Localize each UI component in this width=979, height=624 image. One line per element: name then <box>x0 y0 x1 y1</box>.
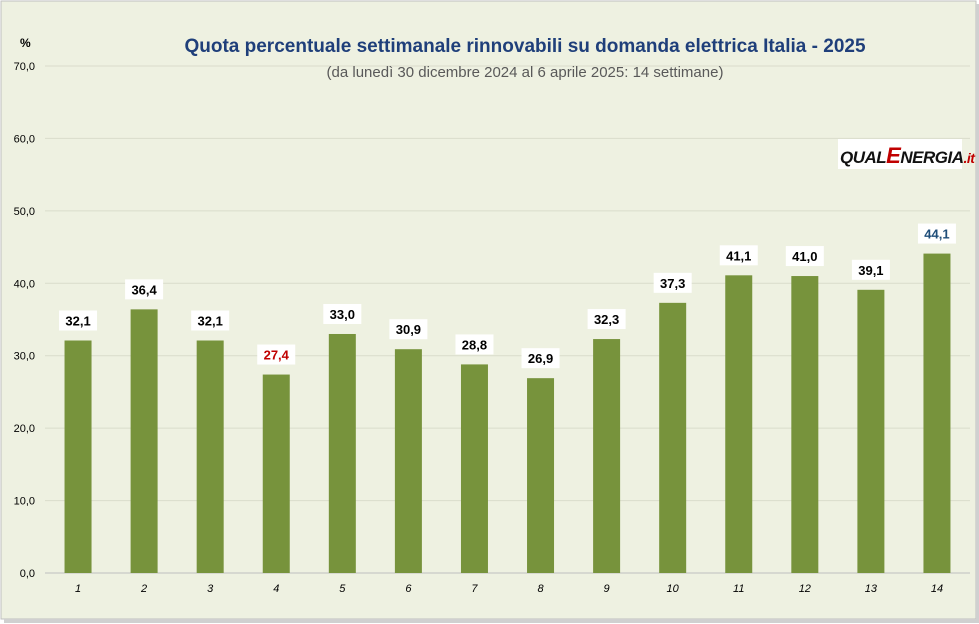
y-axis-unit: % <box>20 36 31 50</box>
x-tick-label: 3 <box>207 583 214 595</box>
x-tick-label: 7 <box>471 583 478 595</box>
data-label-box <box>587 309 626 330</box>
x-tick-label: 6 <box>405 583 412 595</box>
y-tick-label: 10,0 <box>14 496 35 508</box>
data-label-box <box>785 246 824 267</box>
bar <box>791 276 819 573</box>
x-tick-label: 1 <box>75 583 81 595</box>
x-tick-label: 4 <box>273 583 279 595</box>
data-label: 28,8 <box>462 337 487 352</box>
data-label: 39,1 <box>858 263 883 278</box>
bar <box>328 333 356 573</box>
x-tick-label: 13 <box>865 583 878 595</box>
bar <box>923 253 951 573</box>
data-label-box <box>323 303 362 324</box>
x-tick-label: 8 <box>537 583 544 595</box>
data-label-box <box>125 279 164 300</box>
chart-title: Quota percentuale settimanale rinnovabil… <box>184 36 866 57</box>
y-tick-label: 60,0 <box>14 133 35 145</box>
data-label-box <box>719 245 758 266</box>
logo-wordmark: QUALENERGIA.it <box>840 143 975 169</box>
data-label: 44,1 <box>924 227 949 242</box>
data-label-box <box>389 319 428 340</box>
bars <box>64 253 951 573</box>
y-tick-label: 70,0 <box>14 61 35 73</box>
data-label: 32,1 <box>65 314 90 329</box>
bar <box>64 340 92 573</box>
data-label: 37,3 <box>660 276 685 291</box>
data-label-box <box>851 259 890 280</box>
logo-part-nergia: NERGIA <box>900 148 964 167</box>
data-label: 41,0 <box>792 249 817 264</box>
outer-shadow-right <box>976 4 979 623</box>
bar <box>659 302 687 573</box>
x-tick-label: 10 <box>667 583 680 595</box>
outer-shadow <box>4 619 977 623</box>
logo-part-e: E <box>886 143 901 168</box>
x-tick-label: 2 <box>140 583 147 595</box>
data-label-box <box>653 272 692 293</box>
data-label-box <box>917 223 956 244</box>
data-label-box <box>257 344 296 365</box>
data-label: 26,9 <box>528 351 553 366</box>
data-label-box <box>455 334 494 355</box>
x-tick-label: 12 <box>799 583 811 595</box>
bar <box>262 374 290 573</box>
data-label: 36,4 <box>131 282 157 297</box>
x-tick-label: 14 <box>931 583 943 595</box>
x-tick-label: 9 <box>604 583 610 595</box>
bar <box>460 364 488 573</box>
bar <box>394 349 422 573</box>
y-tick-label: 30,0 <box>14 351 35 363</box>
data-label: 32,1 <box>198 314 223 329</box>
y-tick-labels: 0,0 10,0 20,0 30,0 40,0 50,0 60,0 70,0 <box>14 61 35 580</box>
x-tick-label: 11 <box>733 583 744 595</box>
chart-subtitle: (da lunedì 30 dicembre 2024 al 6 aprile … <box>326 64 724 81</box>
data-label: 33,0 <box>330 307 355 322</box>
y-tick-label: 50,0 <box>14 206 35 218</box>
y-tick-label: 0,0 <box>20 568 35 580</box>
x-tick-labels: 1 2 3 4 5 6 7 8 9 10 11 12 13 14 <box>75 583 943 595</box>
bar <box>527 378 555 573</box>
data-label: 27,4 <box>264 348 290 363</box>
y-tick-label: 40,0 <box>14 278 35 290</box>
bar <box>130 309 158 573</box>
data-label: 32,3 <box>594 312 619 327</box>
x-tick-label: 5 <box>339 583 346 595</box>
logo-part-it: .it <box>963 150 975 166</box>
bar <box>725 275 753 573</box>
data-label-box <box>521 348 560 369</box>
bar <box>196 340 224 573</box>
bar <box>593 339 621 573</box>
bar <box>857 289 885 573</box>
data-label: 41,1 <box>726 248 751 263</box>
logo-part-qual: QUAL <box>840 148 887 167</box>
data-labels: 32,1 36,4 32,1 27,4 33,0 30,9 28,8 26,9 32,3 37,3… <box>59 223 956 369</box>
data-label-box <box>59 310 98 331</box>
qualenergia-logo: QUALENERGIA.it <box>838 139 975 169</box>
data-label-box <box>191 310 230 331</box>
data-label: 30,9 <box>396 322 421 337</box>
y-tick-label: 20,0 <box>14 423 35 435</box>
